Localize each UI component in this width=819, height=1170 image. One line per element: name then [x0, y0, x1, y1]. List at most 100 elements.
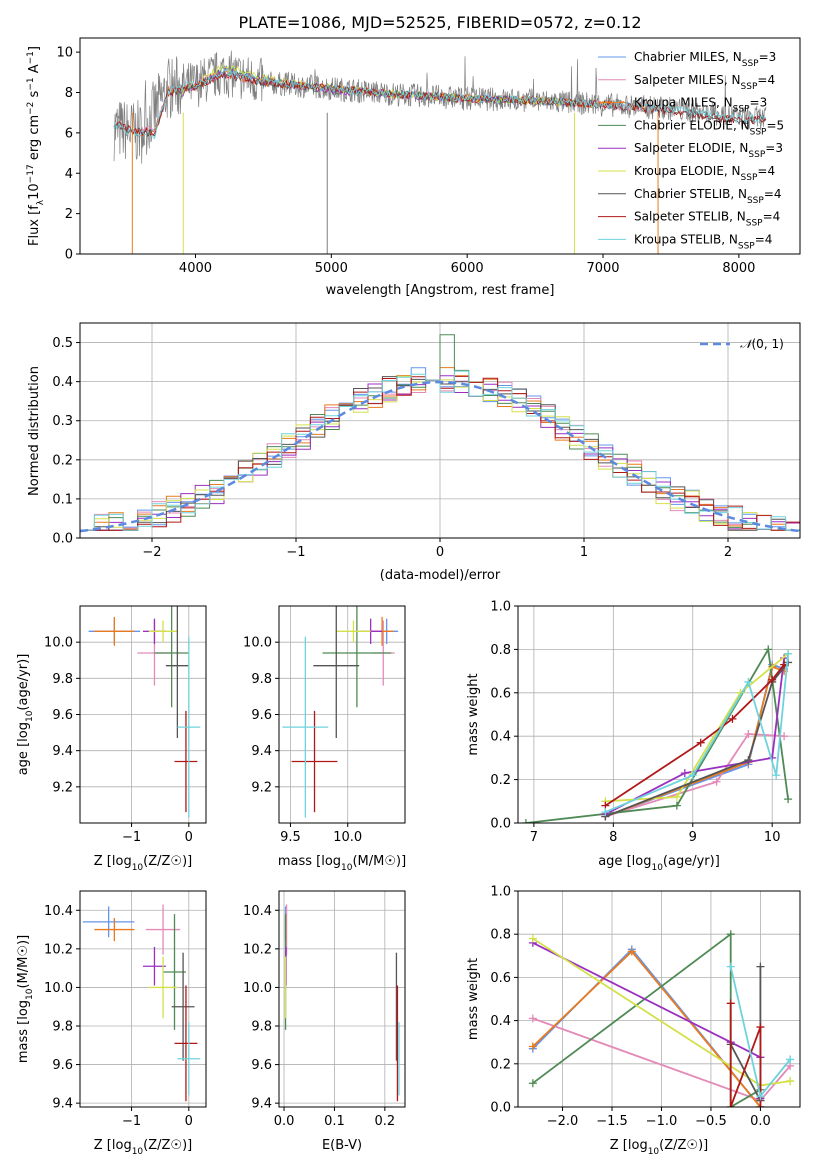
y-tick-label: 2 — [65, 207, 73, 222]
panel-Z-age: −1 0 9.2 9.4 9.6 9.8 10.0 Z [log10(Z/Z☉)] age [l… — [16, 605, 207, 873]
weight-marker — [680, 769, 689, 778]
subscript: 10 — [132, 1147, 144, 1157]
x-tick-label: 0 — [436, 545, 444, 560]
y-tick-label: 9.6 — [52, 1058, 73, 1073]
axes-frame — [79, 322, 801, 539]
label-part: (age/yr)] — [16, 654, 31, 711]
y-tick-label: 1.0 — [490, 885, 511, 900]
subscript: 10 — [341, 863, 353, 873]
label-part: =3 — [759, 50, 777, 64]
weight-marker — [756, 1092, 765, 1101]
y-tick-label: 0.4 — [490, 730, 511, 745]
y-tick-label: 10.4 — [44, 904, 73, 919]
y-tick-label: 10.0 — [44, 636, 73, 651]
x-tick-label: 1 — [580, 545, 588, 560]
x-axis-label: (data-model)/error — [380, 568, 501, 583]
residual-histogram — [80, 367, 800, 531]
panel-mass-age: 9.5 10.0 9.2 9.4 9.6 9.8 10.0 mass [log10(M/M☉)… — [243, 605, 406, 873]
plot-area-spectrum — [113, 50, 767, 254]
y-axis-label: mass [log10(M/M☉)] — [16, 935, 35, 1063]
plot-area-Z-weight — [528, 930, 795, 1107]
x-tick-label: 0.2 — [374, 1114, 395, 1129]
x-tick-label: −2 — [142, 545, 161, 560]
x-tick-label: 0.0 — [750, 1114, 771, 1129]
panel-EBV-mass: 0.0 0.1 0.2 9.4 9.6 9.8 10.0 10.2 10.4 E(B-V) — [243, 890, 406, 1153]
y-tick-label: 10.4 — [243, 904, 272, 919]
y-tick-label: 0.2 — [52, 453, 73, 468]
x-tick-label: 8000 — [722, 261, 755, 276]
weight-marker — [528, 1079, 537, 1088]
y-tick-label: 10.0 — [243, 981, 272, 996]
y-tick-label: 9.8 — [251, 1020, 272, 1035]
y-tick-label: 9.8 — [251, 672, 272, 687]
subscript: 10 — [651, 863, 663, 873]
x-tick-label: 8 — [609, 830, 617, 845]
grid-EBV-mass — [279, 891, 405, 1107]
weight-line — [605, 661, 789, 818]
label-part: A — [27, 64, 42, 77]
label-part: =4 — [764, 187, 782, 201]
label-part: =4 — [763, 210, 781, 224]
axes-frame — [517, 605, 801, 824]
weight-line — [605, 663, 785, 818]
y-axis-label: Flux [fλ10−17 erg cm−2 s−1 A−1] — [26, 46, 46, 246]
x-tick-label: −1 — [122, 830, 141, 845]
weight-marker — [780, 732, 789, 741]
x-tick-label: −1.5 — [596, 1114, 628, 1129]
label-part: s — [27, 90, 42, 101]
legend-label: Salpeter ELODIE, NSSP=3 — [634, 141, 783, 160]
y-tick-label: 9.4 — [251, 1097, 272, 1112]
y-tick-label: 9.4 — [52, 744, 73, 759]
panel-Z-mass: −1 0 9.4 9.6 9.8 10.0 10.2 10.4 Z [log10(Z/Z☉)] m… — [16, 890, 207, 1157]
x-tick-label: 10.0 — [333, 830, 362, 845]
x-tick-label: 0.1 — [324, 1114, 345, 1129]
x-tick-label: 7000 — [586, 261, 619, 276]
legend-label: Kroupa STELIB, NSSP=4 — [634, 232, 772, 251]
weight-line — [605, 653, 789, 803]
x-tick-label: −0.5 — [695, 1114, 727, 1129]
panel-residuals: −2 −1 0 1 2 0.0 0.1 0.2 0.3 0.4 0.5 (data-model)/er… — [27, 322, 801, 583]
superscript: −1 — [26, 51, 36, 64]
label-part: (M/M☉)] — [16, 935, 31, 989]
x-axis-label: Z [log10(Z/Z☉)] — [610, 1138, 708, 1157]
figure-title: PLATE=1086, MJD=52525, FIBERID=0572, z=0… — [238, 13, 641, 32]
x-tick-label: 9.5 — [280, 830, 301, 845]
y-tick-label: 9.8 — [52, 672, 73, 687]
subscript: SSP — [742, 59, 759, 69]
weight-marker — [728, 714, 737, 723]
y-tick-label: 9.2 — [251, 780, 272, 795]
weight-marker — [712, 777, 721, 786]
y-tick-label: 10 — [56, 46, 73, 61]
weight-marker — [672, 792, 681, 801]
weight-marker — [726, 1103, 735, 1107]
weight-line — [532, 950, 762, 1107]
y-tick-label: 9.2 — [52, 780, 73, 795]
y-tick-label: 10.2 — [243, 942, 272, 957]
y-tick-label: 10.0 — [243, 636, 272, 651]
y-tick-label: 0.2 — [490, 773, 511, 788]
subscript: SSP — [741, 82, 758, 92]
x-axis-label: E(B-V) — [322, 1138, 362, 1153]
label-part: =5 — [766, 118, 784, 132]
plot-area-EBV-mass — [284, 904, 400, 1102]
subscript: SSP — [747, 196, 764, 206]
x-tick-label: 7 — [530, 830, 538, 845]
weight-marker — [786, 1055, 795, 1064]
y-axis-label: mass weight — [466, 958, 481, 1040]
x-axis-label: Z [log10(Z/Z☉)] — [94, 854, 192, 873]
subscript: 10 — [25, 710, 35, 722]
y-tick-label: 0.4 — [52, 375, 73, 390]
grid-Z-age — [80, 606, 206, 823]
y-tick-label: 9.6 — [52, 708, 73, 723]
label-part: =3 — [750, 96, 768, 110]
y-tick-label: 0.4 — [490, 1014, 511, 1029]
y-tick-label: 0.6 — [490, 971, 511, 986]
x-axis-label: age [log10(age/yr)] — [598, 854, 720, 873]
y-tick-label: 9.4 — [52, 1097, 73, 1112]
y-tick-label: 0.8 — [490, 643, 511, 658]
weight-marker — [726, 930, 735, 939]
x-tick-label: 5000 — [315, 261, 348, 276]
x-tick-label: 2 — [724, 545, 732, 560]
